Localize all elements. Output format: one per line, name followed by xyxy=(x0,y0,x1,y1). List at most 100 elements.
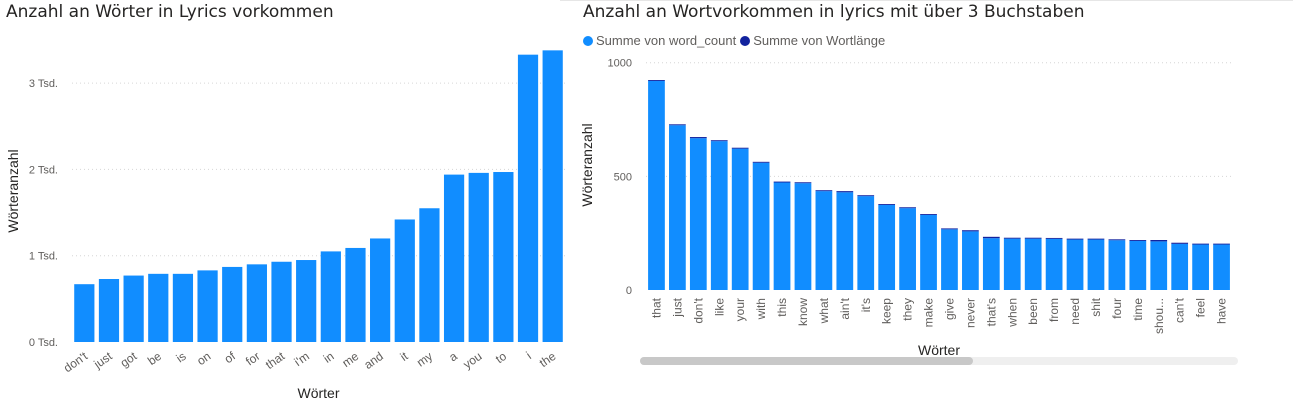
bar-word-count xyxy=(920,215,937,290)
bar xyxy=(443,174,465,342)
bar-wortlaenge xyxy=(1003,237,1021,239)
y-tick-label: 1 Tsd. xyxy=(29,251,58,263)
x-tick-label: me xyxy=(340,349,362,370)
scrollbar-thumb[interactable] xyxy=(640,357,973,365)
bar xyxy=(296,260,317,342)
x-tick-label: with xyxy=(754,298,768,320)
legend-label: Summe von word_count xyxy=(596,33,737,48)
x-tick-label: can't xyxy=(1173,297,1187,323)
x-tick-label: and xyxy=(361,349,385,372)
x-tick-label: know xyxy=(796,298,810,326)
bar-word-count xyxy=(899,208,916,290)
x-axis-title: Wörter xyxy=(298,385,340,401)
bar-wortlaenge xyxy=(1066,238,1084,240)
legend-item-wortlaenge[interactable]: Summe von Wortlänge xyxy=(740,33,885,48)
bar xyxy=(123,275,144,342)
x-tick-label: what xyxy=(817,297,831,324)
bar xyxy=(394,219,415,342)
x-tick-label: to xyxy=(493,349,509,366)
chart-1: 0 Tsd. 1 Tsd. 2 Tsd. 3 Tsd. don't just got be is… xyxy=(5,50,565,401)
bar xyxy=(468,172,489,342)
bar xyxy=(345,247,366,342)
x-tick-label: time xyxy=(1131,298,1145,321)
bar xyxy=(197,270,218,342)
x-tick-label: make xyxy=(922,298,936,328)
bar xyxy=(148,273,169,342)
x-tick-label: when xyxy=(1005,298,1019,328)
bar-word-count xyxy=(1213,244,1230,290)
bar-word-count xyxy=(710,141,728,290)
bar-word-count xyxy=(669,125,686,291)
legend-dot-icon xyxy=(583,35,593,46)
bar-wortlaenge xyxy=(1192,243,1209,245)
x-tick-label: the xyxy=(537,349,559,370)
bar-wortlaenge xyxy=(1087,238,1105,240)
x-tick-label: like xyxy=(712,298,726,316)
x-tick-label: feel xyxy=(1194,298,1208,317)
y-tick-label: 0 xyxy=(626,285,632,297)
x-tick-label: on xyxy=(194,349,213,368)
x-tick-label: that xyxy=(263,349,288,372)
bar-word-count xyxy=(731,148,749,290)
bar-wortlaenge xyxy=(752,161,770,163)
bar-wortlaenge xyxy=(857,195,875,197)
bar-wortlaenge xyxy=(1108,239,1126,241)
x-tick-label: shit xyxy=(1089,297,1103,316)
x-tick-label: that's xyxy=(984,298,998,326)
bar-word-count xyxy=(794,183,812,290)
x-tick-label: in xyxy=(321,349,337,366)
x-tick-label: you xyxy=(461,349,485,372)
y-tick-label: 500 xyxy=(614,171,632,183)
bar xyxy=(271,261,292,342)
chart-1-title: Anzahl an Wörter in Lyrics vorkommen xyxy=(6,2,334,22)
bar-word-count xyxy=(941,229,958,290)
bar-word-count xyxy=(689,138,707,290)
bar xyxy=(517,54,539,342)
chart-2-title: Anzahl an Wortvorkommen in lyrics mit üb… xyxy=(583,2,1085,22)
x-tick-label: been xyxy=(1026,298,1040,325)
x-tick-label: my xyxy=(414,349,435,370)
bar-word-count xyxy=(1108,240,1126,290)
bar xyxy=(98,279,120,342)
bar-word-count xyxy=(773,182,791,290)
x-tick-label: just xyxy=(670,297,684,317)
x-tick-label: of xyxy=(222,349,239,367)
bar-word-count xyxy=(815,191,833,290)
bar-wortlaenge xyxy=(710,140,728,142)
horizontal-scrollbar[interactable] xyxy=(640,357,1238,365)
bar-word-count xyxy=(648,80,665,290)
legend-item-word-count[interactable]: Summe von word_count xyxy=(583,33,736,48)
bar-wortlaenge xyxy=(982,236,1000,239)
bar-wortlaenge xyxy=(836,191,854,193)
chart-2-legend: Summe von word_count Summe von Wortlänge xyxy=(583,33,889,48)
x-tick-label: is xyxy=(174,349,189,365)
y-tick-label: 1000 xyxy=(608,58,632,70)
x-tick-label: ain't xyxy=(838,297,852,319)
x-tick-label: i xyxy=(524,349,534,362)
bar-wortlaenge xyxy=(648,80,665,81)
bar xyxy=(370,238,391,342)
x-tick-label: don't xyxy=(691,297,705,323)
bar-word-count xyxy=(752,162,770,290)
bar-word-count xyxy=(1171,243,1189,290)
x-tick-label: i'm xyxy=(292,349,312,369)
y-axis-title: Wörteranzahl xyxy=(579,123,595,206)
bar-word-count xyxy=(1066,239,1084,290)
bar-word-count xyxy=(857,196,875,290)
bar-word-count xyxy=(1003,238,1021,290)
bar-word-count xyxy=(962,231,979,290)
bar-word-count xyxy=(1150,241,1168,290)
bar-word-count xyxy=(836,192,854,290)
legend-label: Summe von Wortlänge xyxy=(753,33,886,48)
x-tick-label: this xyxy=(775,298,789,317)
bar-wortlaenge xyxy=(878,204,896,205)
bar-wortlaenge xyxy=(941,228,958,230)
bar-wortlaenge xyxy=(731,147,749,149)
bar xyxy=(222,266,243,342)
bar-wortlaenge xyxy=(773,181,791,183)
bar xyxy=(172,273,194,342)
bar-wortlaenge xyxy=(962,230,979,232)
bar-wortlaenge xyxy=(815,190,833,192)
y-tick-label: 0 Tsd. xyxy=(29,337,58,349)
x-tick-label: need xyxy=(1068,298,1082,325)
